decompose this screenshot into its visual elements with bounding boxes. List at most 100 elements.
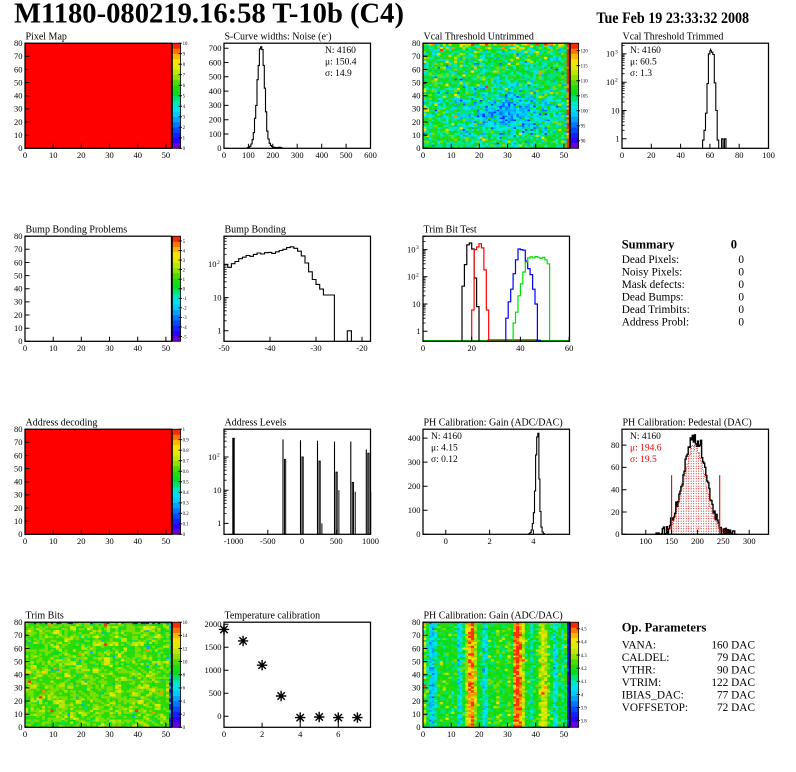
svg-text:10: 10 [14, 323, 23, 333]
svg-text:VTHR:: VTHR: [622, 665, 656, 677]
svg-text:0.4: 0.4 [183, 491, 190, 496]
svg-text:M1180-080219.16:58 T-10b (C4): M1180-080219.16:58 T-10b (C4) [14, 0, 404, 30]
svg-text:40: 40 [412, 91, 421, 101]
svg-text:250: 250 [717, 536, 730, 546]
svg-text:0: 0 [444, 536, 448, 546]
svg-text:100: 100 [581, 110, 589, 115]
svg-text:50: 50 [14, 656, 23, 666]
svg-text:Op. Parameters: Op. Parameters [622, 621, 707, 635]
svg-text:20: 20 [77, 536, 86, 546]
svg-text:10: 10 [49, 536, 58, 546]
svg-text:20: 20 [14, 117, 23, 127]
svg-text:60: 60 [706, 150, 715, 160]
svg-text:σ: 19.5: σ: 19.5 [630, 455, 657, 465]
svg-text:0: 0 [183, 726, 186, 731]
svg-text:30: 30 [503, 729, 512, 739]
svg-text:50: 50 [14, 77, 23, 87]
svg-text:30: 30 [105, 343, 114, 353]
svg-text:0: 0 [183, 147, 186, 152]
svg-text:Mask defects:: Mask defects: [622, 279, 685, 291]
svg-text:0: 0 [421, 729, 425, 739]
svg-text:50: 50 [162, 536, 171, 546]
svg-text:72 DAC: 72 DAC [717, 702, 755, 714]
svg-text:50: 50 [14, 270, 23, 280]
svg-text:0.8: 0.8 [183, 449, 190, 454]
svg-text:40: 40 [14, 477, 23, 487]
svg-text:μ: 150.4: μ: 150.4 [325, 57, 357, 67]
svg-text:4: 4 [183, 700, 186, 705]
svg-text:20: 20 [475, 729, 484, 739]
svg-text:110: 110 [581, 80, 589, 85]
svg-text:0: 0 [23, 536, 27, 546]
svg-text:2: 2 [183, 268, 186, 273]
svg-text:1: 1 [183, 137, 186, 142]
svg-text:-4: -4 [183, 326, 188, 331]
svg-text:-3: -3 [183, 316, 188, 321]
svg-text:Bump Bonding Problems: Bump Bonding Problems [26, 225, 128, 236]
svg-text:4.4: 4.4 [581, 641, 588, 646]
svg-text:60: 60 [611, 462, 620, 472]
svg-text:50: 50 [162, 343, 171, 353]
svg-text:80: 80 [412, 617, 421, 627]
svg-text:300: 300 [291, 150, 304, 160]
svg-text:40: 40 [676, 150, 685, 160]
svg-text:Vcal Threshold Untrimmed: Vcal Threshold Untrimmed [424, 32, 534, 43]
svg-text:30: 30 [105, 536, 114, 546]
svg-text:σ: 14.9: σ: 14.9 [325, 69, 352, 79]
svg-text:5: 5 [183, 95, 186, 100]
svg-text:60: 60 [412, 643, 421, 653]
svg-text:40: 40 [14, 670, 23, 680]
svg-text:-50: -50 [218, 343, 229, 353]
svg-text:20: 20 [14, 696, 23, 706]
svg-text:Dead Trimbits:: Dead Trimbits: [622, 304, 690, 316]
svg-text:50: 50 [412, 656, 421, 666]
svg-text:60: 60 [14, 643, 23, 653]
svg-text:2: 2 [487, 536, 491, 546]
svg-text:8: 8 [183, 674, 186, 679]
svg-text:1: 1 [183, 428, 186, 433]
svg-text:0: 0 [738, 304, 744, 316]
svg-text:50: 50 [560, 729, 569, 739]
svg-text:2: 2 [416, 272, 419, 278]
svg-text:0: 0 [217, 711, 221, 721]
svg-text:20: 20 [475, 150, 484, 160]
svg-text:80: 80 [14, 231, 23, 241]
svg-text:2: 2 [615, 78, 618, 84]
svg-text:0: 0 [18, 722, 22, 732]
svg-text:0: 0 [738, 254, 744, 266]
svg-text:0.5: 0.5 [183, 481, 190, 486]
svg-text:2: 2 [260, 729, 264, 739]
svg-text:40: 40 [133, 729, 142, 739]
svg-text:10: 10 [412, 709, 421, 719]
svg-text:1: 1 [615, 134, 619, 144]
svg-text:10: 10 [412, 130, 421, 140]
svg-text:1: 1 [217, 518, 221, 528]
svg-text:0: 0 [416, 722, 420, 732]
svg-text:300: 300 [743, 536, 756, 546]
svg-text:Address Probl:: Address Probl: [622, 317, 689, 329]
svg-text:Pixel Map: Pixel Map [26, 32, 67, 43]
svg-text:300: 300 [408, 457, 421, 467]
svg-text:S-Curve widths: Noise (e-): S-Curve widths: Noise (e-) [225, 31, 332, 43]
svg-text:PH Calibration: Pedestal (DAC): PH Calibration: Pedestal (DAC) [623, 418, 752, 429]
svg-text:5: 5 [183, 240, 186, 245]
svg-text:50: 50 [14, 463, 23, 473]
svg-text:6: 6 [183, 84, 186, 89]
svg-text:20: 20 [77, 150, 86, 160]
svg-text:20: 20 [14, 503, 23, 513]
svg-text:16: 16 [183, 621, 188, 626]
svg-text:80: 80 [14, 617, 23, 627]
svg-text:10: 10 [183, 660, 188, 665]
svg-text:30: 30 [14, 683, 23, 693]
svg-text:10: 10 [412, 299, 421, 309]
svg-text:40: 40 [516, 343, 525, 353]
svg-text:0: 0 [183, 533, 186, 538]
svg-text:0: 0 [18, 143, 22, 153]
svg-text:700: 700 [209, 43, 222, 53]
svg-text:2: 2 [217, 453, 220, 459]
svg-text:Summary: Summary [622, 238, 676, 252]
svg-text:60: 60 [14, 257, 23, 267]
svg-text:600: 600 [364, 150, 377, 160]
svg-text:10: 10 [213, 292, 222, 302]
svg-text:300: 300 [209, 100, 222, 110]
